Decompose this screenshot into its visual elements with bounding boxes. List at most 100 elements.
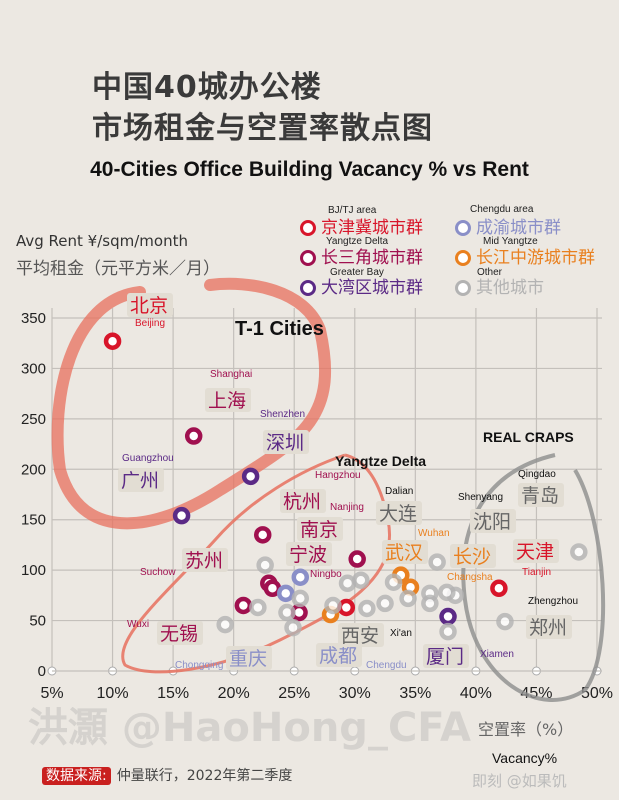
city-label-en: Wuhan [418,528,450,539]
city-label-bg [513,539,559,563]
x-tick-label: 50% [581,685,613,702]
legend-label: 长江中游城市群 [476,248,595,268]
city-label-bg [382,540,428,564]
legend-marker-icon [300,280,316,296]
data-point [376,594,394,613]
data-point [184,427,203,445]
data-point [291,568,310,586]
annotation-text: T-1 Cities [235,318,324,340]
city-label-en: Zhengzhou [528,596,578,607]
annotation-text: REAL CRAPS [483,429,574,445]
legend-marker-icon [300,250,316,266]
city-label-bg [182,548,228,572]
data-point [338,574,357,593]
data-point [570,543,588,561]
city-label-en: Ningbo [310,569,342,580]
y-tick-label: 150 [21,512,46,529]
city-label-en: Xi'an [390,628,412,639]
x-tick-label: 40% [460,685,492,702]
data-point [216,615,234,634]
x-tick-label: 5% [40,685,63,702]
city-label-en: Suchow [140,567,176,578]
city-label-en: Hangzhou [315,470,361,481]
city-label-cn: 武汉 [385,542,423,564]
data-point [172,506,191,525]
legend-item: 长三角城市群 [300,248,423,268]
city-label-en: Tianjin [522,567,551,578]
data-point [348,550,366,568]
x-tick-label: 10% [97,685,129,702]
city-label-bg [118,468,164,492]
city-label-bg [297,517,343,541]
city-label-bg [423,644,469,668]
city-label-bg [263,430,309,454]
city-label-bg [450,544,496,568]
title-cn-line2: 市场租金与空置率散点图 [92,111,433,146]
city-label-bg [526,615,572,639]
city-label-bg [226,646,272,670]
data-point [291,589,310,608]
legend-label: 京津冀城市群 [321,218,423,238]
data-point [421,594,439,613]
city-label-bg [157,621,203,645]
data-point [439,622,457,641]
city-label-en: Shenzhen [260,409,305,420]
data-point [490,579,508,598]
data-point [253,526,272,544]
city-label-cn: 郑州 [529,617,567,639]
city-label-cn: 广州 [121,470,159,492]
legend-marker-icon [455,250,471,266]
city-label-bg [316,643,362,667]
x-tick-label: 30% [339,685,371,702]
legend-marker-icon [455,220,471,236]
legend-label: 大湾区城市群 [321,278,423,298]
data-point [256,556,274,574]
city-label-en: Chongqing [175,660,223,671]
legend-item: 成渝城市群 [455,218,561,238]
city-label-bg [518,483,564,507]
y-tick-label: 200 [21,461,46,478]
y-tick-label: 0 [38,663,46,680]
city-label-cn: 杭州 [283,491,321,513]
y-tick-label: 250 [21,411,46,428]
data-point [352,571,370,589]
x-axis-label: 空置率（%） [478,720,574,739]
data-point [358,599,376,618]
city-label-cn: 重庆 [229,648,267,670]
y-tick-label: 350 [21,310,46,327]
city-label-bg [470,509,516,533]
city-label-bg [376,501,422,525]
y-axis-label: Avg Rent ¥/sqm/month [16,232,188,250]
city-label-en: Guangzhou [122,453,174,464]
source-text: 仲量联行，2022年第二季度 [116,768,293,784]
watermark: 洪灝 @HaoHong_CFA [28,705,471,751]
city-label-en: Changsha [447,572,493,583]
title-cn-line1: 中国40城办公楼 [92,70,322,105]
legend-item: 京津冀城市群 [300,218,423,238]
city-label-cn: 上海 [208,390,246,412]
legend-label: 长三角城市群 [321,248,423,268]
data-point [399,589,417,608]
city-label-en: Shenyang [458,492,503,503]
legend-item: 其他城市 [455,278,544,298]
city-label-en: Nanjing [330,502,364,513]
legend-label: 成渝城市群 [476,218,561,238]
data-point [337,598,356,617]
y-axis-label-cn: 平均租金（元平方米／月） [16,259,220,279]
t1-circle-annotation [51,277,332,530]
chart-title: 40-Cities Office Building Vacancy % vs R… [90,158,529,181]
city-label-en: Qingdao [518,469,556,480]
data-point [241,467,260,486]
legend-label-en: BJ/TJ area [328,205,377,216]
source-note: 数据来源: 仲量联行，2022年第二季度 [42,765,292,785]
y-tick-label: 100 [21,562,46,579]
city-label-cn: 成都 [319,645,357,667]
x-tick-label: 35% [399,685,431,702]
data-point [496,612,514,631]
city-label-en: Chengdu [366,660,407,671]
city-label-bg [280,489,326,513]
city-label-bg [286,542,332,566]
city-label-cn: 天津 [516,541,554,563]
data-point [276,584,295,603]
